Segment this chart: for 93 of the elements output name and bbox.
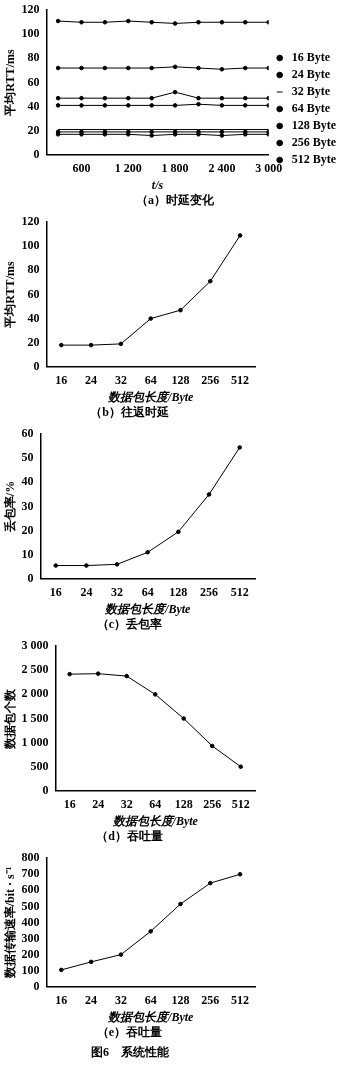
x-tick-label: 32: [114, 373, 127, 388]
x-tick-label: 16: [55, 373, 68, 388]
y-axis-title: 数据传输速率/bit · s⁻¹: [3, 866, 18, 980]
y-tick-label: 800: [21, 850, 40, 865]
y-axis-title: 平均RTT/ms: [3, 49, 18, 117]
legend-label: 512 Byte: [291, 152, 337, 167]
x-tick-label: 3 000: [255, 161, 283, 176]
y-tick-label: 10: [21, 546, 34, 561]
x-tick-label: 512: [231, 373, 250, 388]
text: （d）吞吐量: [96, 828, 163, 843]
y-axis-title: 丢包率/%: [3, 480, 18, 534]
y-tick-label: 1 500: [21, 710, 49, 725]
x-tick-label: 24: [92, 797, 105, 812]
legend-label: 256 Byte: [291, 135, 337, 150]
y-tick-label: 20: [21, 522, 34, 537]
y-tick-label: 400: [21, 914, 40, 929]
x-tick-label: 600: [72, 161, 91, 176]
x-tick-label: 32: [114, 993, 127, 1008]
y-tick-label: 600: [21, 882, 40, 897]
legend-label: 128 Byte: [291, 118, 337, 133]
x-axis-title: 数据包长度/Byte: [111, 814, 199, 829]
x-tick-label: 512: [231, 993, 250, 1008]
x-tick-label: 2 400: [208, 161, 236, 176]
y-tick-label: 20: [27, 334, 40, 349]
legend-label: 16 Byte: [291, 50, 331, 65]
y-tick-label: 0: [27, 570, 34, 585]
y-tick-label: 120: [21, 214, 40, 229]
x-tick-label: 16: [49, 585, 62, 600]
y-tick-label: 40: [27, 98, 40, 113]
x-axis-title: 数据包长度/Byte: [107, 390, 195, 405]
y-tick-label: 80: [27, 50, 40, 65]
x-tick-label: 128: [171, 373, 190, 388]
y-tick-label: 3 000: [21, 638, 49, 653]
x-tick-label: 256: [201, 993, 220, 1008]
x-axis-title: 数据包长度/Byte: [104, 602, 192, 617]
y-tick-label: 0: [33, 358, 40, 373]
x-tick-label: 16: [63, 797, 76, 812]
x-tick-label: 64: [141, 585, 154, 600]
y-tick-label: 500: [21, 898, 40, 913]
y-tick-label: 0: [42, 782, 49, 797]
legend-label: 64 Byte: [291, 101, 331, 116]
x-axis-title: 数据包长度/Byte: [107, 1010, 195, 1025]
x-tick-label: 1 200: [114, 161, 142, 176]
y-tick-label: 2 500: [21, 662, 49, 677]
legend-label: 32 Byte: [291, 84, 331, 99]
y-tick-label: 20: [27, 122, 40, 137]
x-tick-label: 24: [80, 585, 93, 600]
y-tick-label: 60: [21, 426, 34, 441]
text: （a）时延变化: [136, 192, 215, 207]
x-tick-label: 16: [55, 993, 68, 1008]
y-axis-title: 平均RTT/ms: [3, 261, 18, 329]
y-tick-label: 300: [21, 930, 40, 945]
x-tick-label: 128: [171, 993, 190, 1008]
caption: 图6 系统性能: [90, 1044, 170, 1061]
y-tick-label: 50: [21, 450, 34, 465]
x-tick-label: 32: [111, 585, 124, 600]
y-axis-title: 数据包个数: [3, 687, 18, 750]
x-tick-label: 512: [230, 585, 249, 600]
x-tick-label: 256: [200, 585, 219, 600]
y-tick-label: 2 000: [21, 686, 49, 701]
y-tick-label: 500: [30, 758, 49, 773]
text: （c）丢包率: [96, 616, 163, 631]
x-tick-label: 1 800: [161, 161, 189, 176]
y-tick-label: 1 000: [21, 734, 49, 749]
y-tick-label: 100: [21, 26, 40, 41]
y-tick-label: 30: [21, 498, 34, 513]
y-tick-label: 100: [21, 962, 40, 977]
y-tick-label: 80: [27, 262, 40, 277]
x-tick-label: 64: [144, 373, 157, 388]
y-tick-label: 100: [21, 238, 40, 253]
y-tick-label: 0: [33, 146, 40, 161]
y-tick-label: 60: [27, 286, 40, 301]
text: （b）往返时延: [90, 404, 169, 419]
x-tick-label: 64: [144, 993, 157, 1008]
y-tick-label: 60: [27, 74, 40, 89]
y-tick-label: 120: [21, 2, 40, 17]
y-tick-label: 40: [21, 474, 34, 489]
x-tick-label: 128: [174, 797, 193, 812]
x-tick-label: 256: [201, 373, 220, 388]
y-tick-label: 200: [21, 946, 40, 961]
y-tick-label: 700: [21, 866, 40, 881]
x-tick-label: 512: [231, 797, 250, 812]
text: （e）吞吐量: [96, 1024, 163, 1039]
y-tick-label: 0: [33, 978, 40, 993]
x-tick-label: 256: [203, 797, 222, 812]
x-tick-label: 32: [120, 797, 133, 812]
x-tick-label: 24: [85, 373, 98, 388]
x-tick-label: 64: [149, 797, 162, 812]
x-axis-title: t/s: [151, 178, 164, 193]
y-tick-label: 40: [27, 310, 40, 325]
x-tick-label: 128: [169, 585, 188, 600]
legend-label: 24 Byte: [291, 67, 331, 82]
x-tick-label: 24: [85, 993, 98, 1008]
